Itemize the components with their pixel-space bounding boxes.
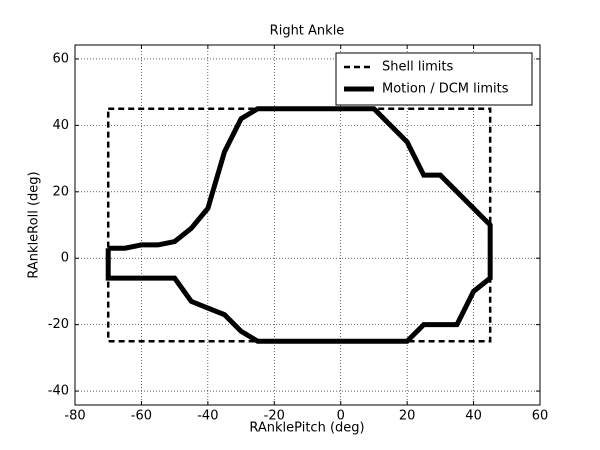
x-tick-label: 60 — [532, 409, 549, 424]
legend-label: Shell limits — [382, 60, 453, 75]
x-tick-label: -60 — [131, 409, 152, 424]
legend-box — [335, 52, 533, 106]
y-axis-label: RAnkleRoll (deg) — [27, 171, 42, 278]
y-tick-label: -40 — [48, 384, 69, 399]
x-tick-label: -20 — [264, 409, 285, 424]
y-tick-label: 40 — [52, 118, 69, 133]
x-tick-label: 20 — [399, 409, 416, 424]
x-tick-label: -80 — [64, 409, 85, 424]
legend-label: Motion / DCM limits — [382, 82, 509, 97]
y-tick-label: 20 — [52, 184, 69, 199]
x-tick-label: -40 — [197, 409, 218, 424]
series-line — [106, 107, 492, 343]
chart-title: Right Ankle — [270, 24, 345, 39]
y-tick-label: 0 — [61, 251, 69, 266]
y-tick-label: -20 — [48, 317, 69, 332]
legend: Shell limits Motion / DCM limits — [335, 52, 533, 106]
x-axis-label: RAnklePitch (deg) — [249, 421, 364, 436]
x-tick-label: 0 — [337, 409, 345, 424]
plot-frame — [74, 44, 541, 406]
y-tick-label: 60 — [52, 51, 69, 66]
series-line — [105, 106, 493, 344]
x-tick-label: 40 — [465, 409, 482, 424]
